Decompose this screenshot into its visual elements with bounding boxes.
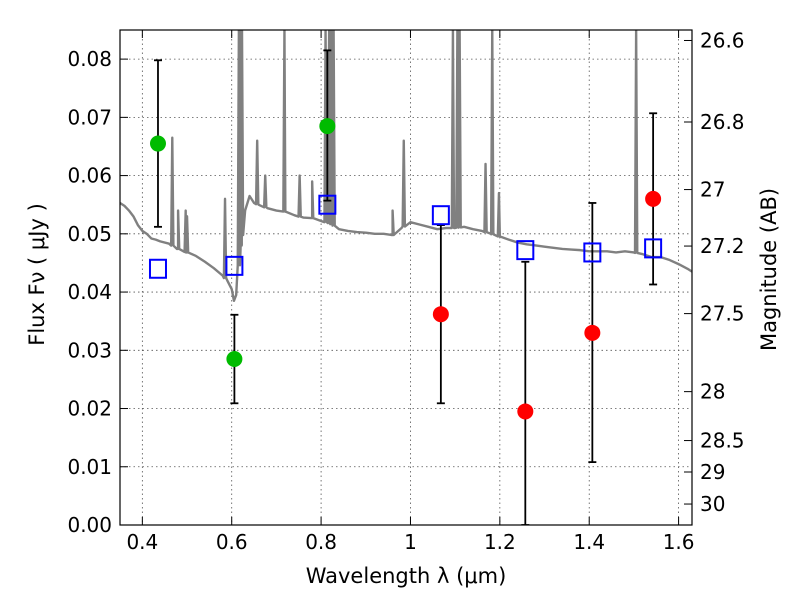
x-tick-label: 0.8 — [305, 530, 337, 554]
x-axis-label: Wavelength λ (μm) — [306, 564, 507, 588]
y-tick-label: 0.05 — [67, 222, 112, 246]
model-photometry-point — [516, 240, 535, 261]
y-tick-label: 0.06 — [67, 164, 112, 188]
model-photometry-point — [225, 255, 244, 276]
x-tick-label: 1.2 — [484, 530, 516, 554]
model-photometry-point — [431, 205, 450, 226]
x-axis: 0.4 0.6 0.8 1 1.2 1.4 1.6 — [126, 30, 695, 554]
x-tick-label: 1 — [404, 530, 417, 554]
y2-tick-label: 27 — [700, 178, 725, 202]
y2-tick-label: 28.5 — [700, 429, 745, 453]
y2-tick-label: 29 — [700, 460, 725, 484]
plot-border — [119, 29, 693, 526]
y2-tick-label: 26.6 — [700, 28, 745, 52]
y-tick-label: 0.00 — [67, 513, 112, 537]
data-point — [517, 403, 534, 420]
y-tick-label: 0.03 — [67, 338, 112, 362]
x-tick-label: 0.4 — [126, 530, 158, 554]
y-tick-label: 0.02 — [67, 397, 112, 421]
model-photometry-point — [148, 258, 167, 279]
data-point — [584, 324, 601, 341]
y2-axis-label: Magnitude (AB) — [757, 188, 781, 351]
y2-tick-label: 28 — [700, 380, 725, 404]
data-point — [149, 135, 166, 152]
plot-frame — [120, 30, 692, 525]
model-photometry-point — [583, 242, 602, 263]
data-point — [226, 351, 243, 368]
model-spectrum-line — [120, 30, 692, 302]
y2-tick-label: 27.5 — [700, 302, 745, 326]
x-tick-label: 0.6 — [216, 530, 248, 554]
model-photometry-point — [644, 238, 663, 259]
y-tick-label: 0.04 — [67, 280, 112, 304]
y-tick-label: 0.01 — [67, 455, 112, 479]
data-point — [645, 190, 662, 207]
y2-tick-label: 27.2 — [700, 234, 745, 258]
y2-tick-label: 30 — [700, 492, 725, 516]
data-point — [432, 306, 449, 323]
plot-area: 0.4 0.6 0.8 1 1.2 1.4 1.6 0.00 0.01 0.02 0.03 0.04… — [67, 28, 744, 554]
y-axis: 0.00 0.01 0.02 0.03 0.04 0.05 0.06 0.07 0.08 — [67, 47, 128, 537]
y2-tick-label: 26.8 — [700, 110, 745, 134]
data-markers — [148, 118, 663, 420]
y-tick-label: 0.08 — [67, 47, 112, 71]
data-point — [319, 118, 336, 135]
y2-axis: 26.6 26.8 27 27.2 27.5 28 28.5 29 30 — [684, 28, 745, 516]
plot-clip — [120, 30, 692, 525]
x-tick-label: 1.4 — [573, 530, 605, 554]
y-axis-label: Flux Fν ( μJy ) — [25, 203, 49, 346]
grid — [120, 30, 692, 526]
model-photometry-point — [318, 194, 337, 215]
x-tick-label: 1.6 — [663, 530, 695, 554]
y-tick-label: 0.07 — [67, 105, 112, 129]
